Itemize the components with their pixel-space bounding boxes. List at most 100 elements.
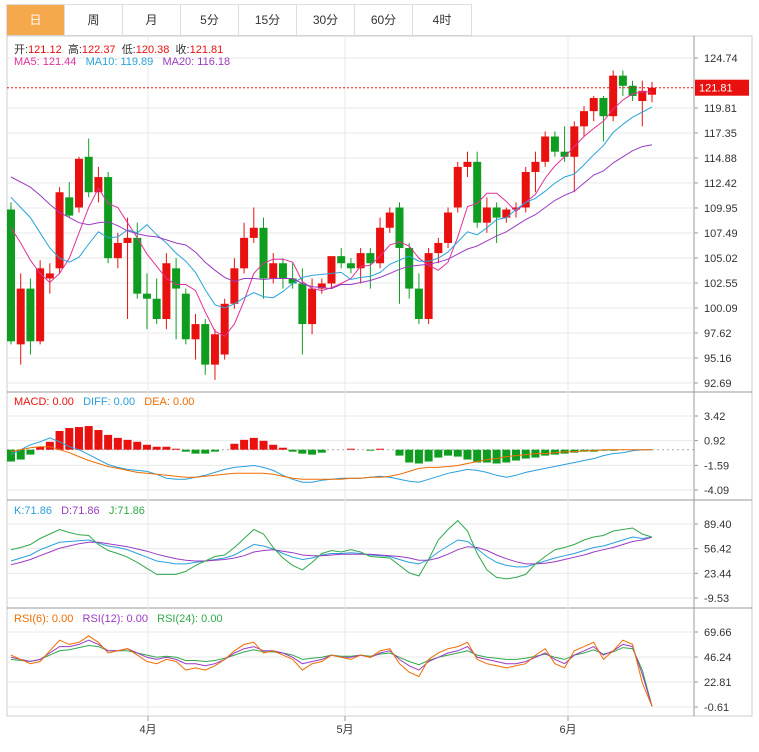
macd-bar (366, 449, 375, 451)
candle-body (94, 177, 103, 193)
dea-value: 0.00 (173, 396, 195, 408)
tab-60min[interactable]: 60分 (355, 5, 413, 35)
ohlc-legend: 开:121.12 高:122.37 低:120.38 收:121.81 (14, 41, 223, 57)
candle-body (482, 207, 491, 223)
candle-body (191, 324, 200, 340)
ma5-line (10, 91, 652, 337)
d-label: D: (61, 505, 73, 517)
candle-body (492, 207, 501, 218)
rsi-legend: RSI(6): 0.00 RSI(12): 0.00 RSI(24): 0.00 (14, 613, 223, 625)
tab-15min[interactable]: 15分 (239, 5, 297, 35)
tab-4hour[interactable]: 4时 (432, 13, 452, 27)
dea-label: DEA: (144, 396, 170, 408)
candle-body (230, 268, 239, 304)
macd-bar (142, 444, 151, 450)
candle-body (618, 75, 627, 86)
candle-body (337, 256, 346, 264)
tab-5min[interactable]: 5分 (181, 5, 239, 35)
x-tick-label: 4月 (139, 724, 156, 736)
macd-bar (249, 437, 258, 450)
candle-body (104, 177, 113, 259)
macd-bar (550, 449, 559, 455)
candle-body (45, 273, 54, 279)
ma5-label: MA5: (14, 56, 40, 68)
tab-30min[interactable]: 30分 (297, 5, 355, 35)
macd-bar (172, 448, 181, 450)
candle-body (162, 263, 171, 320)
rsi-axis-tick-label: -0.61 (704, 702, 729, 714)
candle-body (405, 248, 414, 289)
diff-value: 0.00 (113, 396, 136, 408)
macd-bar (55, 430, 64, 450)
price-axis-tick-label: 97.62 (704, 328, 732, 340)
x-tick-label: 5月 (336, 724, 353, 736)
price-axis-tick-label: 102.55 (704, 278, 738, 290)
macd-legend: MACD: 0.00 DIFF: 0.00 DEA: 0.00 (14, 396, 194, 408)
tab-day[interactable]: 日 (7, 5, 65, 35)
price-axis-tick-label: 95.16 (704, 353, 732, 365)
candle-body (385, 212, 394, 228)
macd-value: 0.00 (52, 396, 74, 408)
candle-body (444, 212, 453, 243)
candle-body (181, 293, 190, 340)
macd-bar (288, 449, 297, 452)
candle-body (269, 263, 278, 279)
macd-bar (94, 429, 103, 450)
tab-month[interactable]: 月 (123, 5, 181, 35)
rsi-axis-tick-label: 22.81 (704, 677, 732, 689)
price-axis-tick-label: 109.95 (704, 203, 738, 215)
candle-body (648, 87, 656, 95)
period-tabs: 日 周 月 5分 15分 30分 60分 4时 (6, 4, 472, 36)
candle-body (210, 334, 219, 365)
macd-bar (414, 449, 423, 464)
macd-bar (308, 449, 317, 455)
candle-body (473, 161, 482, 223)
last-price-label: 121.81 (699, 83, 733, 95)
kdj-d-line (10, 536, 653, 566)
candle-body (327, 256, 336, 284)
macd-axis-tick-label: -1.59 (704, 460, 729, 472)
kdj-axis-tick-label: 56.42 (704, 544, 732, 556)
macd-bar (45, 441, 54, 450)
candle-body (308, 288, 317, 325)
candle-body (434, 242, 443, 254)
price-axis-tick-label: 114.88 (704, 153, 737, 165)
k-value: 71.86 (24, 505, 52, 517)
macd-bar (210, 449, 219, 452)
kdj-legend: K:71.86 D:71.86 J:71.86 (14, 505, 145, 517)
candle-body (395, 207, 404, 249)
x-tick-label: 6月 (559, 724, 576, 736)
rsi24-label: RSI(24): (157, 613, 199, 625)
candle-body (453, 166, 462, 208)
ma10-label: MA10: (85, 56, 118, 68)
macd-bar (317, 449, 326, 453)
diff-label: DIFF: (83, 396, 111, 408)
macd-bar (473, 449, 482, 463)
macd-bar (259, 440, 268, 450)
candle-body (550, 136, 559, 152)
macd-bar (162, 446, 171, 450)
candle-body (317, 283, 326, 289)
macd-bar (269, 444, 278, 450)
candle-body (298, 283, 307, 325)
candle-body (288, 278, 297, 284)
candle-body (113, 242, 122, 259)
price-axis-tick-label: 105.02 (704, 253, 738, 265)
kdj-axis-tick-label: 89.40 (704, 519, 732, 531)
candle-body (278, 263, 287, 279)
macd-bar (424, 449, 433, 462)
macd-bar (7, 449, 15, 462)
macd-bar (123, 439, 132, 450)
candle-body (414, 288, 423, 320)
candle-body (142, 293, 151, 299)
candle-body (589, 97, 598, 112)
candle-body (259, 227, 268, 279)
close-label: 收: (175, 44, 190, 56)
rsi24-value: 0.00 (201, 613, 223, 625)
kdj-j-line (10, 519, 653, 580)
macd-bar (541, 449, 550, 456)
close-value: 121.81 (189, 44, 224, 56)
open-label: 开: (14, 44, 29, 56)
tab-week[interactable]: 周 (65, 5, 123, 35)
